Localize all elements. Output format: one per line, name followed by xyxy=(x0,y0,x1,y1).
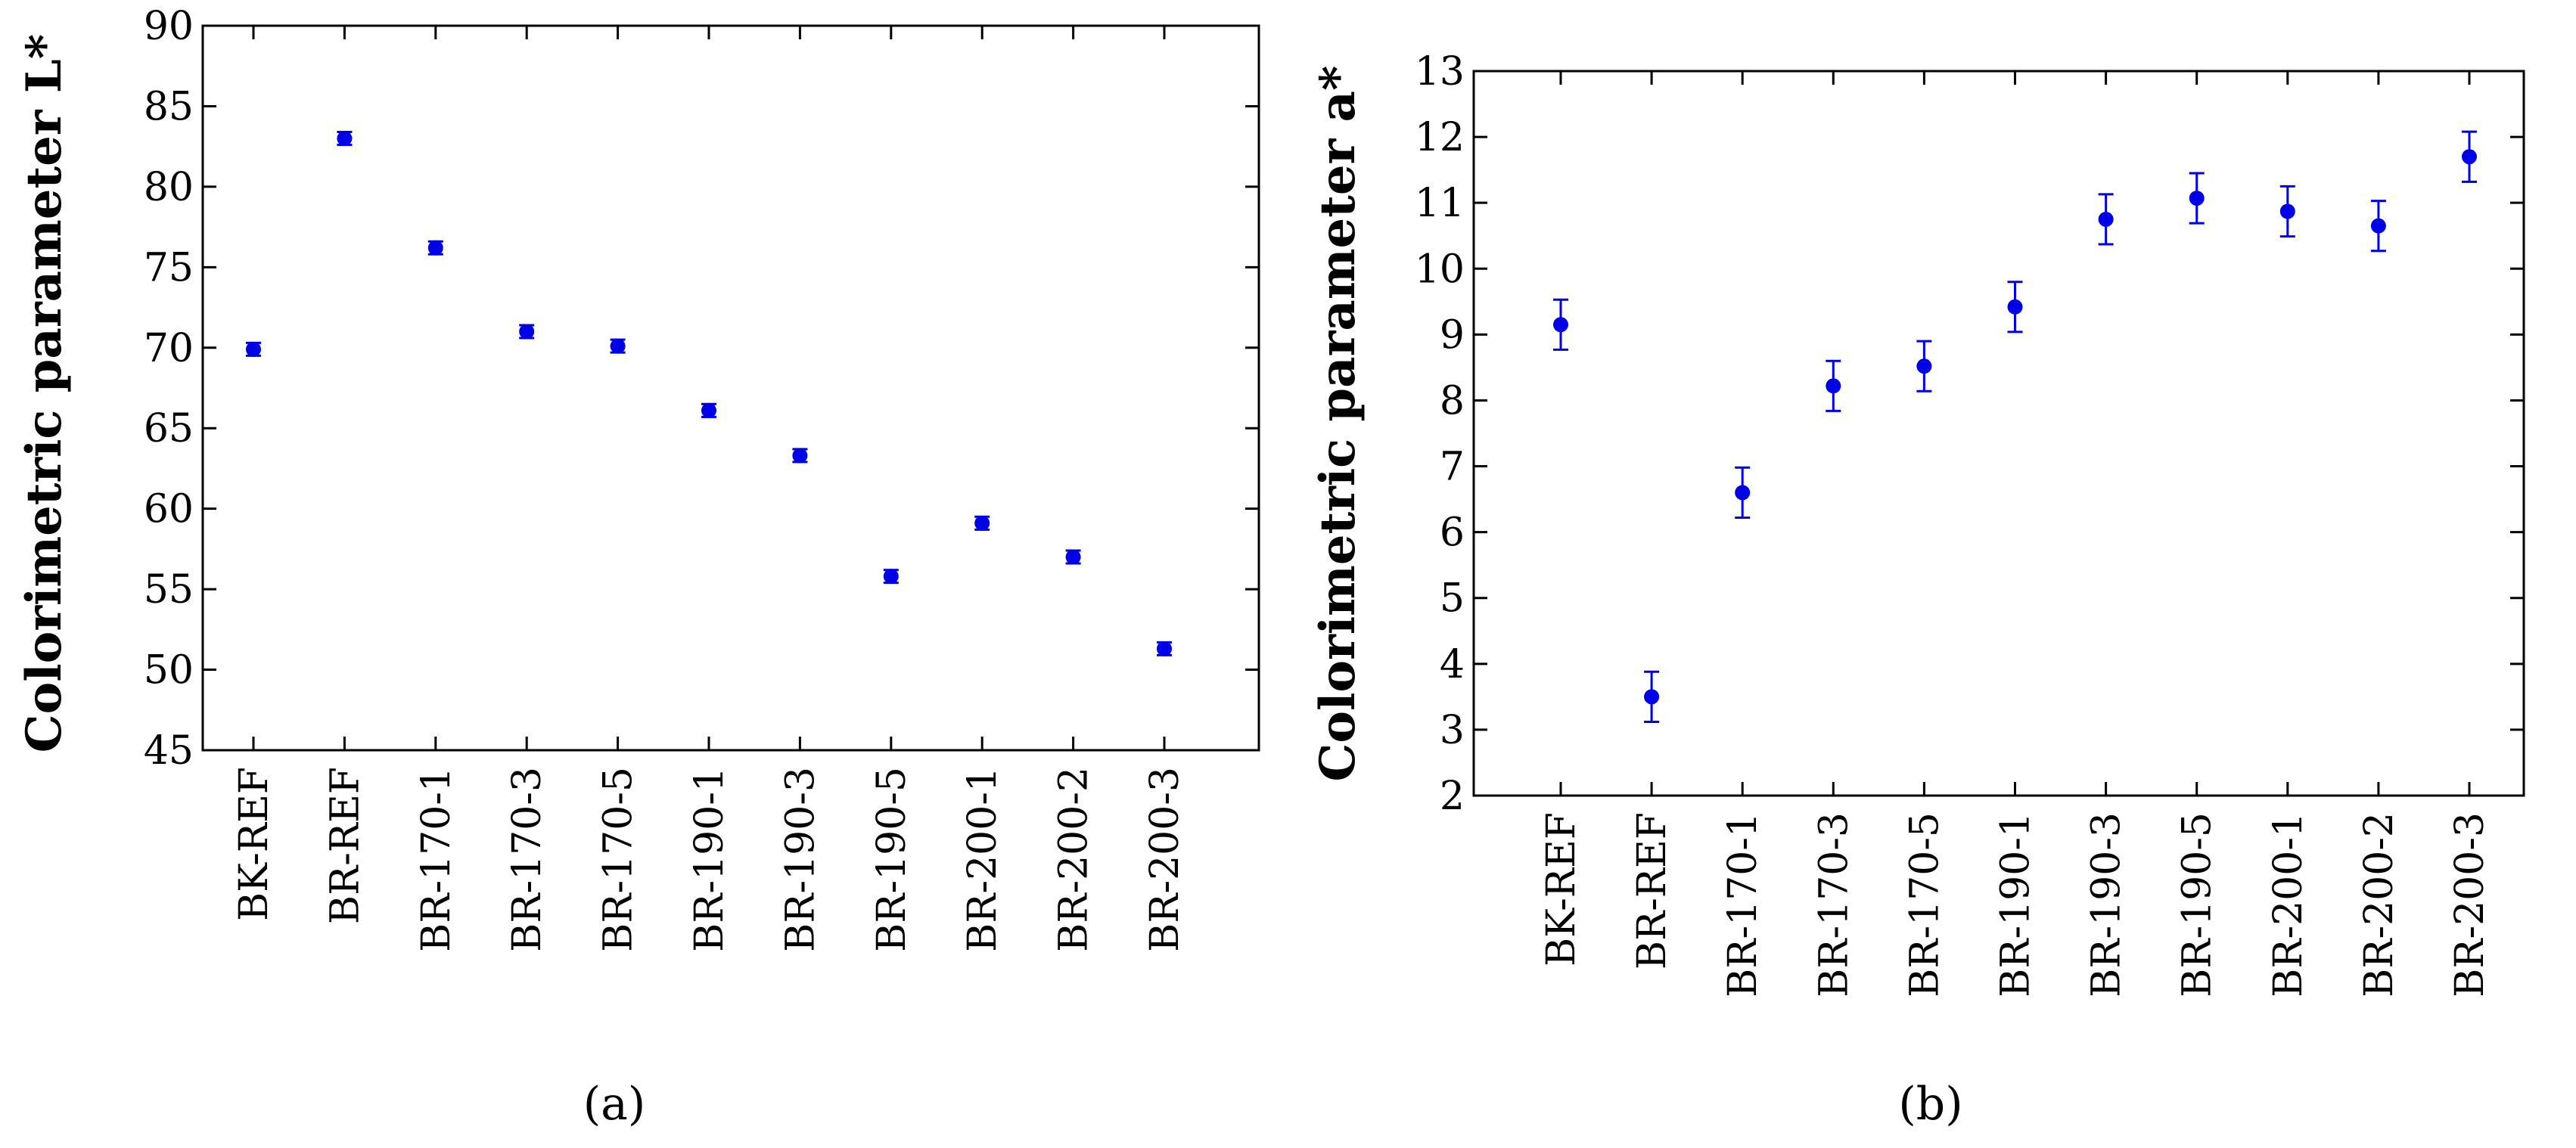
y-axis-label-a: Colorimetric parameter L* xyxy=(16,34,73,753)
x-tick-label-b: BR-190-5 xyxy=(2175,812,2220,998)
x-tick-label-b: BR-170-3 xyxy=(1811,812,1857,998)
x-tick-label-a: BR-REF xyxy=(322,767,368,924)
y-tick-label-b: 9 xyxy=(1440,312,1465,358)
x-tick-label-b: BR-170-1 xyxy=(1720,812,1766,998)
data-point-b xyxy=(1916,358,1932,374)
y-tick-label-b: 4 xyxy=(1440,642,1465,687)
y-tick-label-a: 55 xyxy=(144,567,194,613)
data-point-a xyxy=(883,569,899,585)
x-tick-label-a: BR-170-5 xyxy=(596,767,642,952)
data-point-a xyxy=(337,131,353,147)
y-tick-label-a: 85 xyxy=(144,84,194,129)
data-point-b xyxy=(2098,211,2114,227)
x-tick-label-a: BR-170-3 xyxy=(505,767,550,952)
data-point-a xyxy=(974,515,990,531)
x-tick-label-a: BR-200-1 xyxy=(960,767,1005,952)
y-tick-label-b: 10 xyxy=(1415,247,1465,292)
data-point-a xyxy=(1065,549,1081,565)
data-point-b xyxy=(1553,317,1568,333)
data-point-b xyxy=(1826,378,1841,394)
x-tick-label-a: BR-190-3 xyxy=(778,767,823,952)
y-tick-label-b: 11 xyxy=(1415,181,1465,226)
data-point-a xyxy=(701,402,716,418)
y-tick-label-b: 2 xyxy=(1440,774,1465,819)
y-tick-label-b: 13 xyxy=(1415,49,1465,95)
x-tick-label-a: BR-170-1 xyxy=(414,767,459,952)
x-tick-label-a: BR-200-2 xyxy=(1052,767,1097,952)
x-tick-label-a: BK-REF xyxy=(231,767,277,921)
data-point-b xyxy=(2007,299,2023,315)
y-tick-label-a: 90 xyxy=(144,4,194,49)
x-tick-label-b: BR-190-3 xyxy=(2084,812,2130,998)
data-point-a xyxy=(1157,641,1172,656)
x-tick-label-b: BR-200-2 xyxy=(2357,812,2402,998)
y-tick-label-b: 12 xyxy=(1415,115,1465,160)
y-tick-label-b: 8 xyxy=(1440,378,1465,424)
data-point-b xyxy=(2279,203,2295,219)
x-tick-label-a: BR-190-5 xyxy=(869,767,915,952)
y-tick-label-b: 3 xyxy=(1440,708,1465,753)
plot-frame-b xyxy=(1472,70,2525,797)
data-point-a xyxy=(519,324,535,340)
x-tick-label-b: BR-200-1 xyxy=(2266,812,2311,998)
panel-label-a: (a) xyxy=(583,1078,646,1131)
x-tick-label-b: BK-REF xyxy=(1539,812,1584,966)
y-tick-label-a: 65 xyxy=(144,406,194,451)
data-point-a xyxy=(792,448,808,464)
y-tick-label-b: 6 xyxy=(1440,510,1465,556)
data-point-b xyxy=(1735,485,1751,501)
y-tick-label-b: 7 xyxy=(1440,445,1465,490)
chart-a: 45 50 55 60 65 70 75 80 85 90 BK-REF BR-REF BR-170-1… xyxy=(16,4,1260,1131)
y-tick-label-a: 50 xyxy=(144,648,194,693)
y-tick-label-b: 5 xyxy=(1440,576,1465,622)
x-tick-label-b: BR-REF xyxy=(1630,812,1675,970)
data-point-b xyxy=(2189,191,2205,206)
x-tick-label-b: BR-200-3 xyxy=(2447,812,2493,998)
data-point-b xyxy=(1644,689,1660,705)
y-tick-label-a: 80 xyxy=(144,165,194,210)
y-tick-label-a: 75 xyxy=(144,245,194,290)
x-tick-label-b: BR-190-1 xyxy=(1993,812,2039,998)
x-tick-label-a: BR-200-3 xyxy=(1142,767,1188,952)
data-point-a xyxy=(246,341,261,357)
y-tick-label-a: 70 xyxy=(144,326,194,371)
data-point-b xyxy=(2462,149,2477,165)
data-point-a xyxy=(610,338,626,354)
data-point-a xyxy=(427,240,443,256)
x-tick-label-b: BR-170-5 xyxy=(1902,812,1947,998)
y-tick-label-a: 60 xyxy=(144,487,194,532)
chart-b: 2 3 4 5 6 7 8 9 10 11 12 13 BK-REF BR-REF BR-170-1 BR-1… xyxy=(1310,49,2525,1131)
panel-label-b: (b) xyxy=(1898,1078,1962,1131)
data-point-b xyxy=(2370,218,2386,234)
plot-frame-a xyxy=(201,24,1260,752)
y-tick-label-a: 45 xyxy=(144,728,194,774)
x-tick-label-a: BR-190-1 xyxy=(687,767,732,952)
y-axis-label-b: Colorimetric parameter a* xyxy=(1310,66,1366,782)
